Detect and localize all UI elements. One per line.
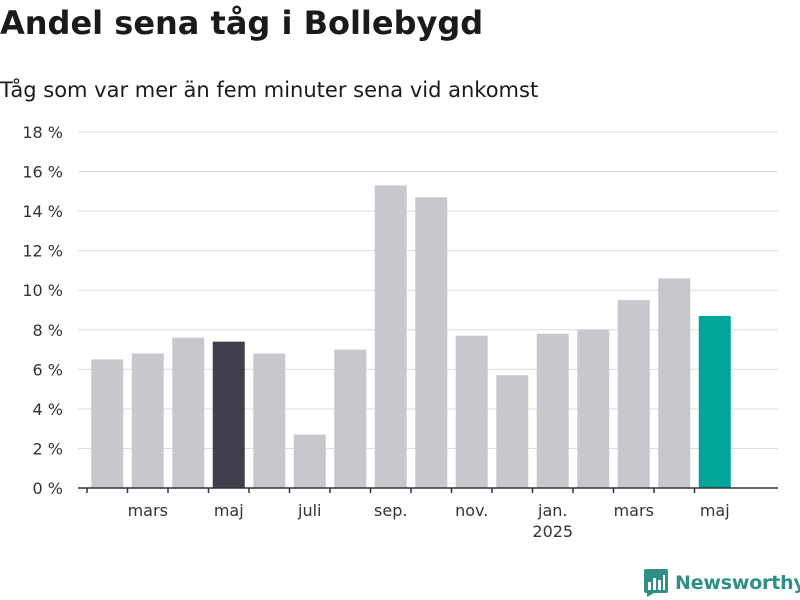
bar	[131, 353, 164, 488]
y-tick-label: 6 %	[33, 360, 63, 379]
chart-subtitle: Tåg som var mer än fem minuter sena vid …	[0, 78, 539, 102]
bar-chart: 0 % 2 % 4 % 6 % 8 % 10 % 12 % 14 % 16 % 18 % mars m…	[22, 123, 778, 541]
bar	[374, 185, 407, 488]
x-tick-label: maj	[214, 501, 244, 520]
newsworthy-logo-icon	[644, 569, 668, 597]
y-tick-label: 16 %	[22, 163, 63, 182]
y-tick-label: 4 %	[33, 400, 63, 419]
y-tick-label: 12 %	[22, 242, 63, 261]
x-tick-label: juli	[297, 501, 321, 520]
y-tick-label: 2 %	[33, 439, 63, 458]
x-tick-sublabel: 2025	[532, 522, 573, 541]
y-tick-label: 10 %	[22, 281, 63, 300]
y-tick-label: 8 %	[33, 321, 63, 340]
bar	[536, 333, 569, 488]
bar	[455, 335, 488, 488]
y-tick-label: 14 %	[22, 202, 63, 221]
bar	[496, 375, 529, 488]
bar	[253, 353, 286, 488]
x-tick-label: sep.	[374, 501, 407, 520]
x-tick-label: mars	[614, 501, 654, 520]
x-tick-label: maj	[700, 501, 730, 520]
bar	[617, 300, 650, 488]
x-tick-label: mars	[128, 501, 168, 520]
chart-title: Andel sena tåg i Bollebygd	[0, 4, 484, 42]
bar	[658, 278, 691, 488]
newsworthy-logo: Newsworthy	[644, 569, 800, 597]
y-tick-label: 0 %	[33, 479, 63, 498]
x-tick-label: jan.	[537, 501, 567, 520]
bar	[577, 329, 610, 488]
bar	[293, 434, 326, 488]
x-tick-label: nov.	[455, 501, 488, 520]
bar	[698, 315, 731, 488]
bar	[91, 359, 124, 488]
bar	[334, 349, 367, 488]
y-tick-label: 18 %	[22, 123, 63, 142]
bar	[212, 341, 245, 488]
bar	[172, 337, 205, 488]
newsworthy-logo-text: Newsworthy	[675, 572, 800, 594]
bar	[415, 197, 448, 488]
